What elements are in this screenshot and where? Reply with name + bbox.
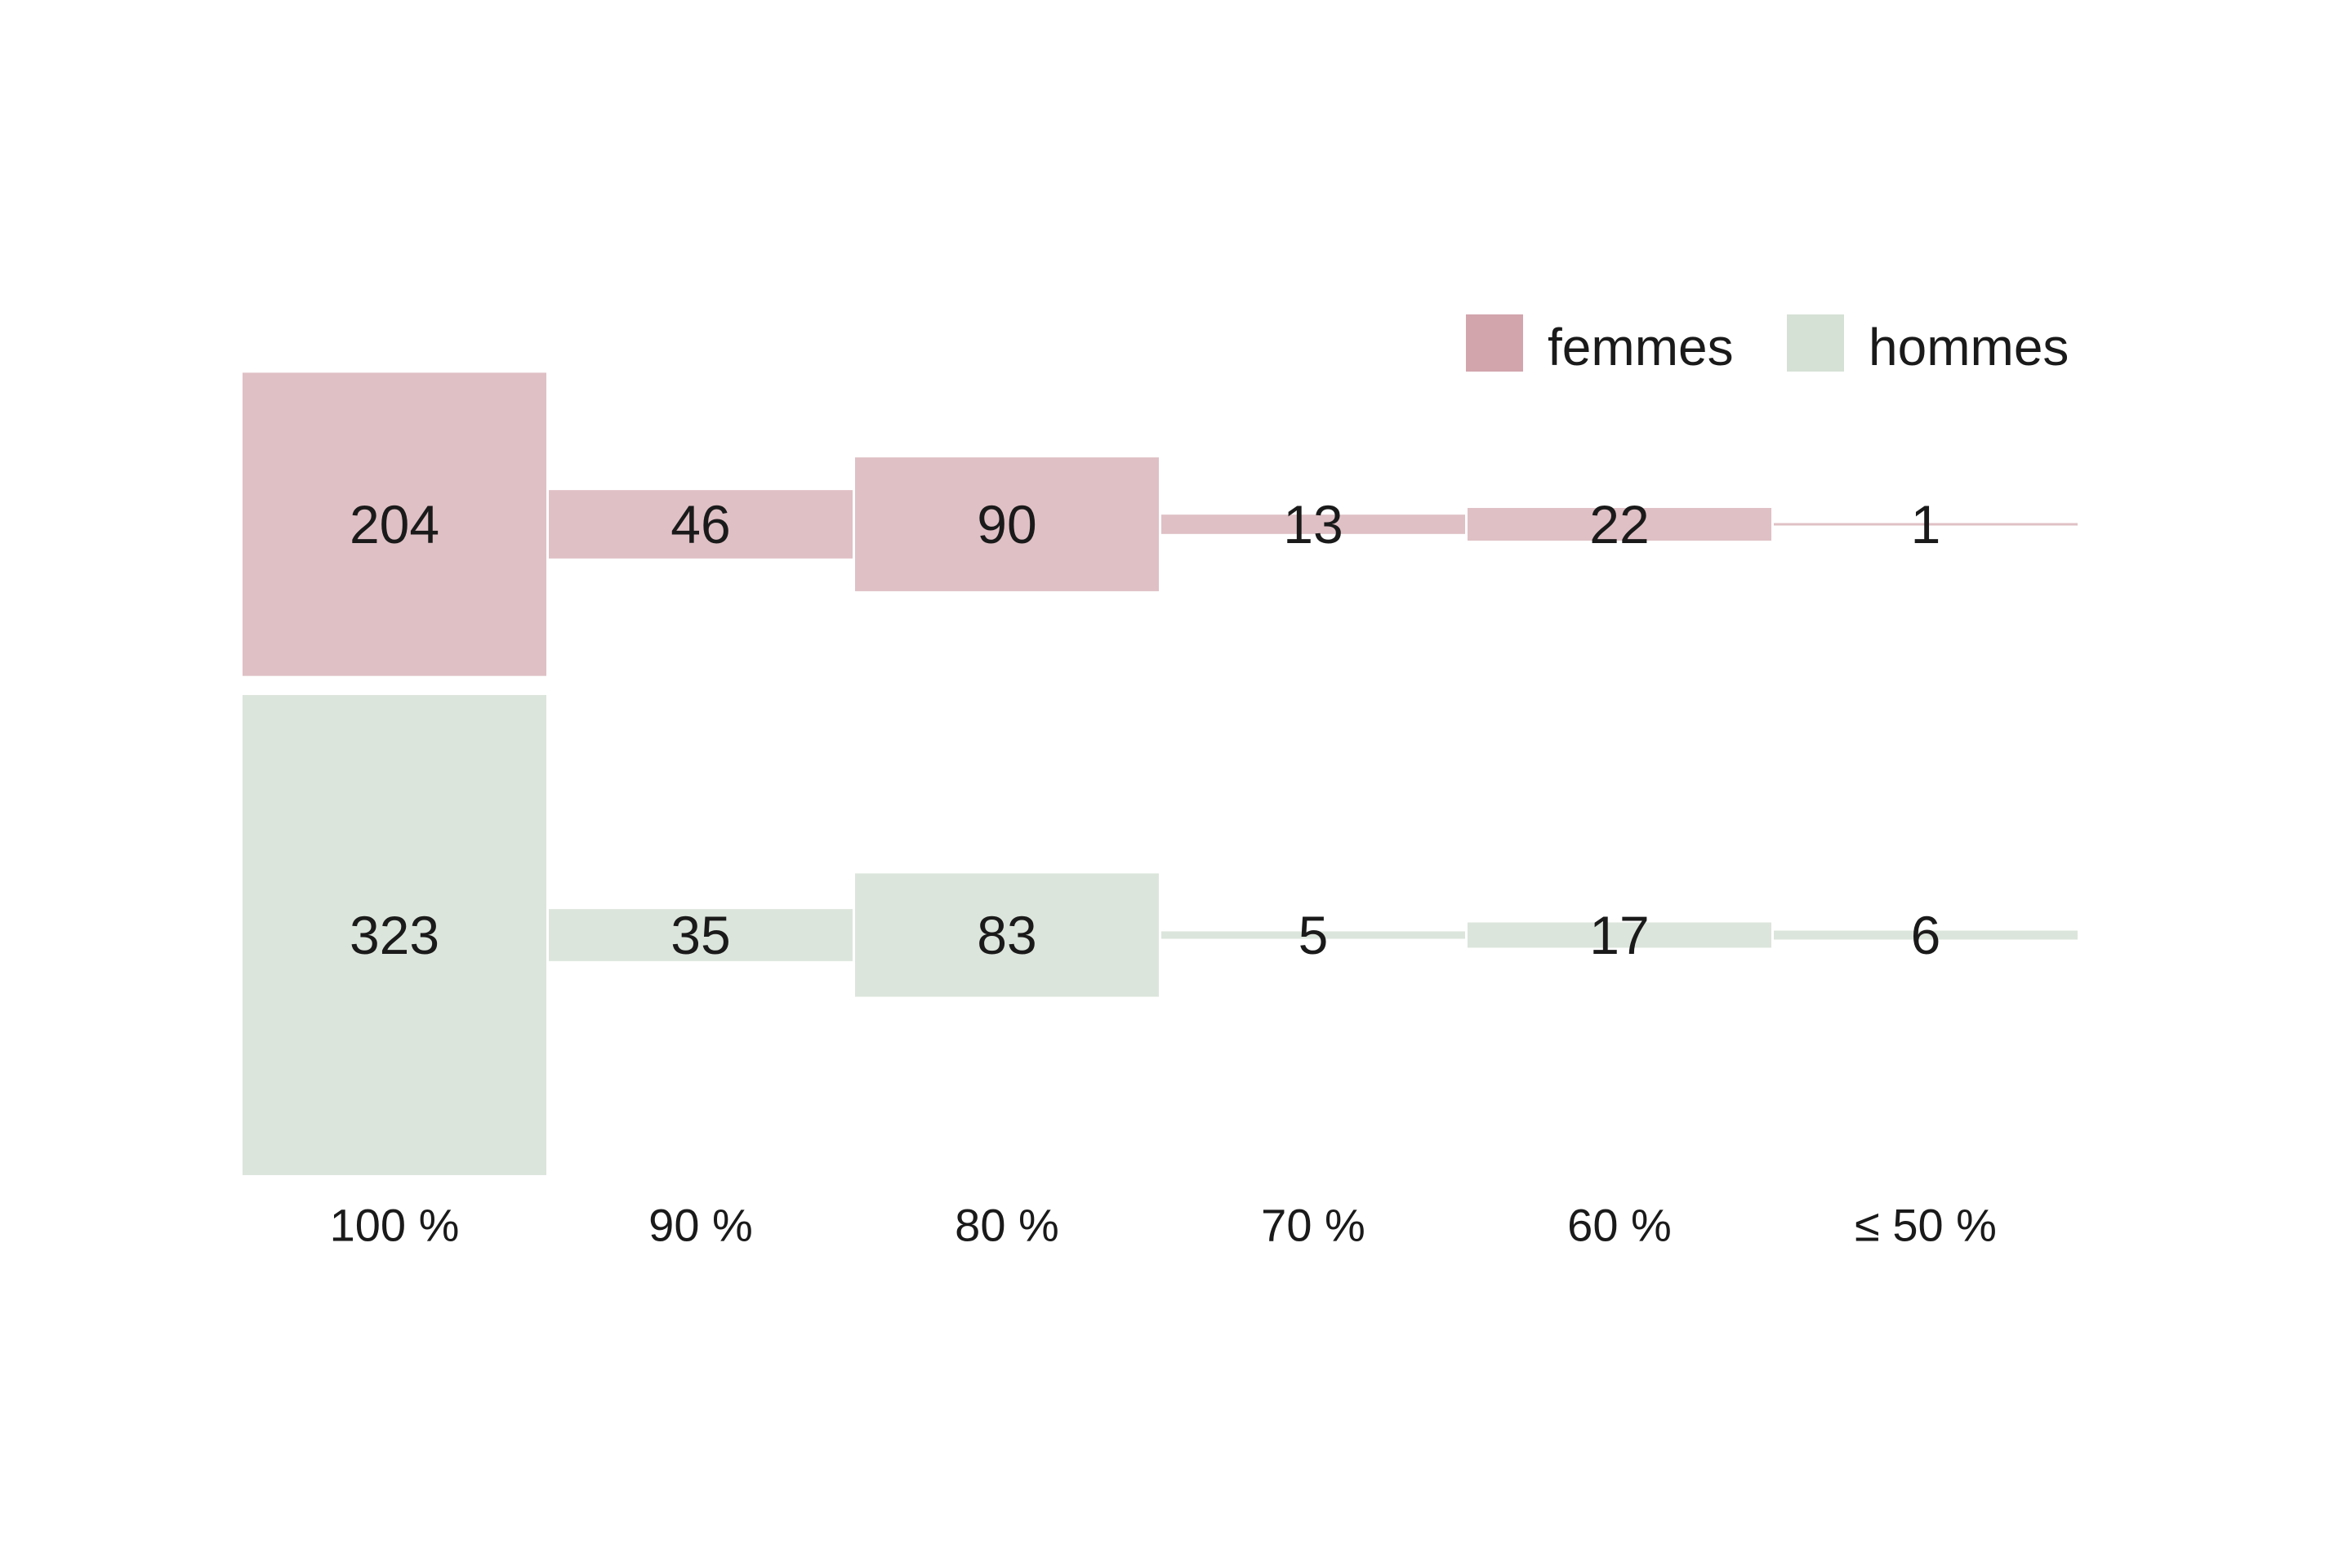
category-label-0: 100 % <box>330 1200 460 1251</box>
bar-femmes-0 <box>243 372 546 676</box>
bar-hommes-1 <box>549 909 853 961</box>
series-femmes: 204 46 90 13 22 1 <box>243 372 2078 676</box>
bar-femmes-3 <box>1161 514 1465 534</box>
legend-label-femmes: femmes <box>1548 318 1734 376</box>
legend-swatch-femmes <box>1466 314 1523 372</box>
legend: femmes hommes <box>1466 314 2069 376</box>
legend-label-hommes: hommes <box>1869 318 2069 376</box>
data-label-hommes-0: 323 <box>350 905 439 965</box>
bar-femmes-1 <box>549 490 853 559</box>
legend-swatch-hommes <box>1787 314 1844 372</box>
category-label-2: 80 % <box>955 1200 1059 1251</box>
category-axis: 100 % 90 % 80 % 70 % 60 % ≤ 50 % <box>330 1200 1997 1251</box>
data-label-femmes-1: 46 <box>670 494 730 555</box>
bar-hommes-4 <box>1468 922 1771 948</box>
category-label-1: 90 % <box>648 1200 753 1251</box>
bar-femmes-2 <box>855 457 1159 591</box>
data-label-femmes-0: 204 <box>350 494 439 555</box>
data-label-femmes-3: 13 <box>1283 494 1343 555</box>
series-hommes: 323 35 83 5 17 6 <box>243 695 2078 1175</box>
bar-hommes-3 <box>1161 931 1465 939</box>
bar-femmes-5 <box>1774 523 2078 526</box>
bar-hommes-5 <box>1774 930 2078 940</box>
category-label-5: ≤ 50 % <box>1855 1200 1997 1251</box>
data-label-femmes-2: 90 <box>977 494 1036 555</box>
bar-hommes-0 <box>243 695 546 1175</box>
data-label-femmes-5: 1 <box>1911 494 1941 555</box>
data-label-hommes-4: 17 <box>1589 905 1649 965</box>
data-label-hommes-1: 35 <box>670 905 730 965</box>
bar-hommes-2 <box>855 873 1159 997</box>
data-label-hommes-5: 6 <box>1911 905 1941 965</box>
data-label-hommes-3: 5 <box>1298 905 1329 965</box>
bar-femmes-4 <box>1468 507 1771 541</box>
data-label-femmes-4: 22 <box>1589 494 1649 555</box>
category-label-3: 70 % <box>1261 1200 1365 1251</box>
data-label-hommes-2: 83 <box>977 905 1036 965</box>
category-label-4: 60 % <box>1567 1200 1672 1251</box>
